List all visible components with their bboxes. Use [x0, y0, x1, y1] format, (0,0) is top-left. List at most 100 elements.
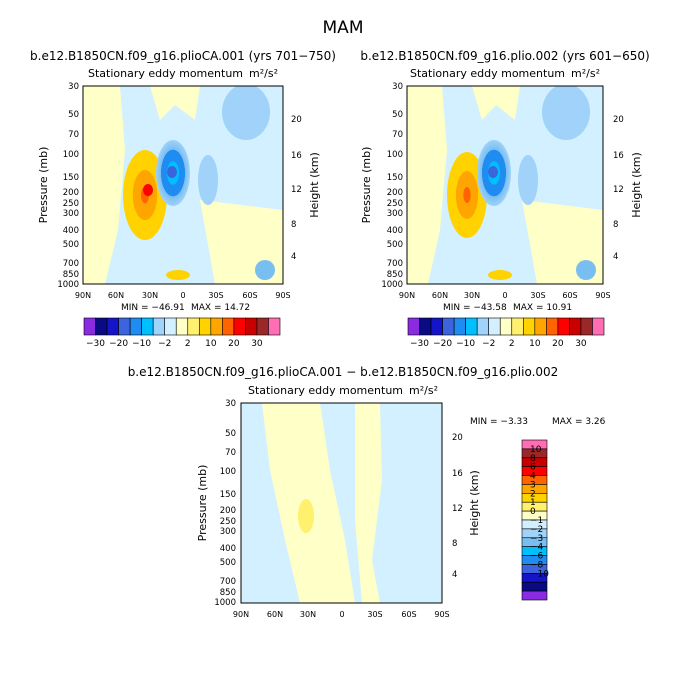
panel-2-y2tick: 4	[613, 252, 618, 262]
panel-1-frame	[82, 85, 284, 285]
panel-1-colorbar-box	[187, 317, 200, 336]
panel-1-colorbar-label: −2	[158, 339, 171, 349]
panel-3-ytick: 50	[225, 429, 236, 439]
panel-2-colorbar-label: 30	[575, 339, 587, 349]
panel-2-y2tick: 20	[613, 115, 624, 125]
panel-2-colorbar-box	[453, 317, 466, 336]
panel-2-xtick: 0	[502, 291, 507, 300]
panel-2-colorbar-label: 10	[529, 339, 541, 349]
panel-2-colorbar-box	[534, 317, 547, 336]
panel-3-y2ticks: 4 8 12 16 20	[452, 433, 463, 580]
panel-2-neg-region-upper	[542, 86, 590, 140]
panel-1-pos-region-upper	[150, 86, 200, 120]
panel-2-colorbar-label: 20	[552, 339, 564, 349]
panel-2-pos-region-nh	[407, 86, 447, 284]
panel-2-xtick: 30S	[530, 291, 545, 300]
panel-1-ytick: 300	[63, 209, 79, 219]
page-title: MAM	[323, 18, 364, 38]
panel-3-xtick: 30N	[300, 610, 316, 619]
panel-1-colorbar-box	[141, 317, 154, 336]
panel-2-colorbar-box	[407, 317, 420, 336]
panel-3-colorbar-label: 6	[530, 463, 536, 473]
panel-3-y2tick: 20	[452, 433, 463, 443]
panel-2-colorbar-box	[580, 317, 593, 336]
panel-2-colorbar-box	[522, 317, 536, 336]
panel-2-ytick: 400	[387, 226, 403, 236]
panel-2-pos-region-upper	[472, 86, 520, 120]
panel-2-colorbar-box	[546, 317, 559, 336]
panel-2-xticks: 90N 60N 30N 0 30S 60S 90S	[399, 291, 611, 300]
panel-1-colorbar-box	[268, 317, 281, 336]
panel-2-colorbar-box	[442, 317, 455, 336]
panel-1-ytick: 1000	[57, 280, 79, 290]
panel-1-ytick: 100	[63, 150, 79, 160]
panel-2-ytick: 850	[387, 270, 403, 280]
panel-2-title: b.e12.B1850CN.f09_g16.plio.002 (yrs 601−…	[360, 49, 649, 63]
panel-1-sfc-neg	[255, 260, 275, 280]
panel-2-xtick: 60N	[432, 291, 448, 300]
panel-1-y2ticks: 4 8 12 16 20	[291, 115, 302, 262]
panel-3-colorbar-label: 0	[530, 507, 536, 517]
panel-1-xtick: 90N	[75, 291, 91, 300]
panel-2-y2tick: 12	[613, 185, 624, 195]
panel-1-colorbar-box	[129, 317, 142, 336]
panel-1-pos-core	[143, 184, 153, 196]
panel-2-ytick: 70	[392, 130, 403, 140]
panel-3-y2tick: 12	[452, 504, 463, 514]
panel-1: b.e12.B1850CN.f09_g16.plioCA.001 (yrs 70…	[30, 49, 336, 349]
panel-2-ytick: 100	[387, 150, 403, 160]
panel-3-xtick: 90S	[434, 610, 449, 619]
panel-2-colorbar-label: 2	[509, 339, 515, 349]
panel-1-ytick: 850	[63, 270, 79, 280]
panel-3-ytick: 100	[220, 467, 236, 477]
panel-3-colorbar-label: −1	[530, 516, 543, 526]
panel-2-ytick: 1000	[381, 280, 403, 290]
panel-2-xtick: 60S	[562, 291, 577, 300]
panel-3-xtick: 60N	[267, 610, 283, 619]
panel-2-neg-region-mid	[518, 155, 538, 205]
panel-3-y2tick: 4	[452, 570, 457, 580]
panel-2-y2ticks: 4 8 12 16 20	[613, 115, 624, 262]
panel-1-y2tick: 8	[291, 220, 296, 230]
panel-2-ytick: 700	[387, 259, 403, 269]
panel-2-y2tick: 8	[613, 220, 618, 230]
panel-2-colorbar-box	[499, 317, 513, 336]
panel-2-ytick: 200	[387, 188, 403, 198]
panel-3: b.e12.B1850CN.f09_g16.plioCA.001 − b.e12…	[128, 365, 606, 619]
panel-1-colorbar-label: 20	[228, 339, 240, 349]
panel-1-colorbar-box	[233, 317, 246, 336]
panel-2-colorbar-label: −10	[456, 339, 475, 349]
panel-2-max-label: MAX = 10.91	[513, 303, 572, 313]
panel-1-colorbar-box	[83, 317, 96, 336]
panel-2-colorbar-label: −20	[433, 339, 452, 349]
panel-2-colorbar: −30 −20 −10 −2 2 10 20 30	[407, 317, 605, 349]
panel-3-y2label: Height (km)	[468, 470, 481, 536]
panel-2-ytick: 500	[387, 240, 403, 250]
panel-3-ytick: 250	[220, 517, 236, 527]
panel-1-colorbar-box	[222, 317, 235, 336]
panel-1-colorbar-label: 10	[205, 339, 217, 349]
panel-2-frame	[406, 85, 604, 285]
panel-2-field	[407, 86, 603, 284]
panel-3-colorbar-label: −8	[530, 560, 544, 570]
panel-3-subtitle-text: Stationary eddy momentum	[248, 384, 403, 397]
panel-3-title: b.e12.B1850CN.f09_g16.plioCA.001 − b.e12…	[128, 365, 559, 379]
panel-1-ytick: 500	[63, 240, 79, 250]
panel-3-field	[241, 403, 442, 603]
panel-1-yticks: 30 50 70 100 150 200 250 300 400 500 700…	[57, 82, 79, 290]
panel-2-ylabel: Pressure (mb)	[360, 147, 373, 224]
panel-2-colorbar-box	[557, 317, 570, 336]
panel-1-ytick: 250	[63, 199, 79, 209]
panel-1-xticks: 90N 60N 30N 0 30S 60S 90S	[75, 291, 291, 300]
panel-2-min-label: MIN = −43.58	[443, 303, 507, 313]
panel-3-xtick: 0	[339, 610, 344, 619]
panel-1-xtick: 30N	[142, 291, 158, 300]
panel-3-ytick: 400	[220, 544, 236, 554]
panel-3-ytick: 850	[220, 588, 236, 598]
panel-3-colorbar-label: 10	[530, 445, 542, 455]
panel-3-min-label: MIN = −3.33	[470, 417, 528, 427]
panel-2-colorbar-box	[430, 317, 443, 336]
panel-3-xticks: 90N 60N 30N 0 30S 60S 90S	[233, 610, 450, 619]
